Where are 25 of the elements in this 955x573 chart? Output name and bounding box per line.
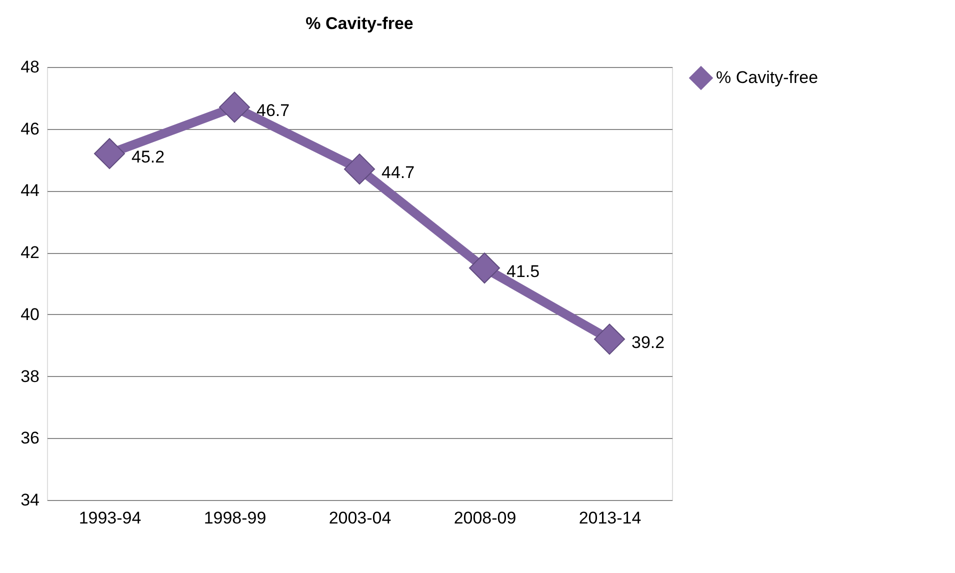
y-tick-label: 48 [20, 58, 40, 76]
y-tick-label: 44 [20, 181, 40, 200]
data-label: 46.7 [256, 101, 290, 120]
legend-label: % Cavity-free [716, 68, 818, 87]
x-tick-label: 1998-99 [204, 508, 266, 528]
point [344, 154, 375, 185]
y-tick-label: 40 [20, 304, 40, 324]
y-tick-label: 36 [20, 428, 40, 448]
y-tick-label: 46 [20, 119, 40, 138]
point [469, 252, 500, 284]
y-tick-label: 38 [20, 366, 40, 386]
y-tick-label: 42 [20, 243, 40, 262]
point [219, 92, 250, 123]
x-tick-label: 2008-09 [454, 508, 516, 528]
data-label: 45.2 [132, 148, 165, 167]
data-label: 39.2 [632, 333, 665, 352]
x-tick-label: 2003-04 [328, 508, 392, 528]
point [94, 138, 125, 170]
x-tick-label: 1993-94 [78, 508, 142, 528]
x-tick-label: 2013-14 [578, 508, 642, 528]
point [594, 324, 625, 355]
data-label: 44.7 [382, 163, 415, 182]
y-tick-label: 34 [20, 490, 40, 510]
chart-title: % Cavity-free [306, 14, 414, 33]
data-label: 41.5 [506, 262, 540, 282]
